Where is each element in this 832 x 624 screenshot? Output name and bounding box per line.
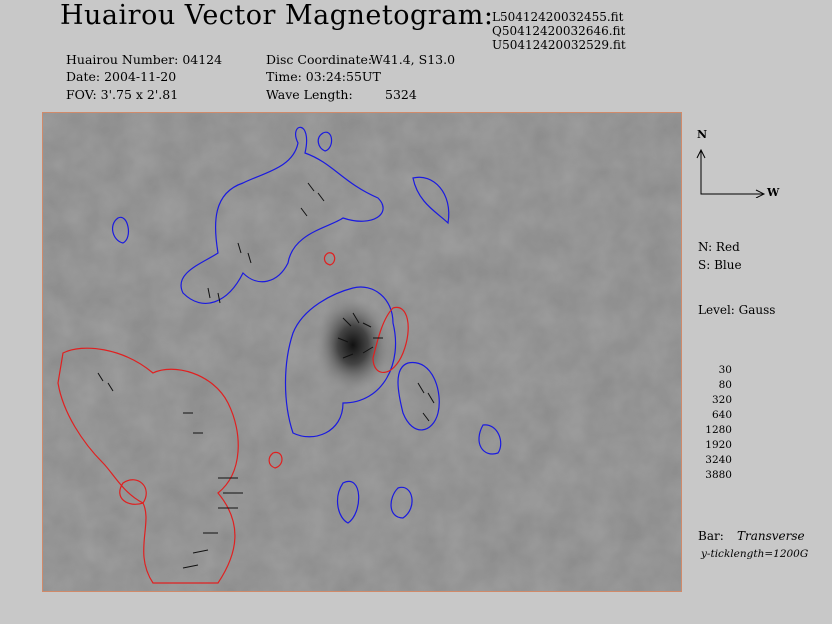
- bar-value: Transverse: [737, 529, 805, 543]
- transverse-field-bars: [97, 182, 435, 569]
- legend-north: N: Red: [698, 240, 740, 254]
- level-value: 3240: [705, 454, 732, 466]
- time: Time: 03:24:55UT: [266, 69, 381, 84]
- wave-length-label: Wave Length:: [266, 87, 353, 102]
- legend-level: Level: Gauss: [698, 303, 776, 317]
- page-title: Huairou Vector Magnetogram:: [60, 0, 494, 31]
- compass-north-label: N: [697, 128, 708, 141]
- level-value: 3880: [705, 469, 732, 481]
- disc-coordinate-value: W41.4, S13.0: [370, 52, 456, 67]
- wave-length-value: 5324: [385, 87, 417, 102]
- level-value: 320: [711, 394, 732, 406]
- magnetogram-plot: [42, 112, 682, 592]
- tick-length-note: y-ticklength=1200G: [701, 548, 809, 560]
- legend-south: S: Blue: [698, 258, 742, 272]
- level-value: 80: [718, 379, 732, 391]
- date: Date: 2004-11-20: [66, 69, 177, 84]
- compass-west-label: W: [767, 186, 780, 199]
- bar-label: Bar:: [698, 529, 724, 543]
- north-polarity-contours: [57, 252, 409, 584]
- compass-arrows-icon: [696, 148, 766, 198]
- disc-coordinate-label: Disc Coordinate:: [266, 52, 373, 67]
- fov: FOV: 3'.75 x 2'.81: [66, 87, 179, 102]
- level-value: 640: [711, 409, 732, 421]
- file-q: Q50412420032646.fit: [492, 24, 626, 38]
- huairou-number: Huairou Number: 04124: [66, 52, 223, 67]
- file-u: U50412420032529.fit: [492, 38, 626, 52]
- magnetogram-image: [43, 113, 681, 591]
- level-value: 1280: [705, 424, 732, 436]
- south-polarity-contours: [111, 126, 502, 524]
- file-l: L50412420032455.fit: [492, 10, 624, 24]
- sunspot: [315, 297, 391, 393]
- level-value: 30: [718, 364, 732, 376]
- level-value: 1920: [705, 439, 732, 451]
